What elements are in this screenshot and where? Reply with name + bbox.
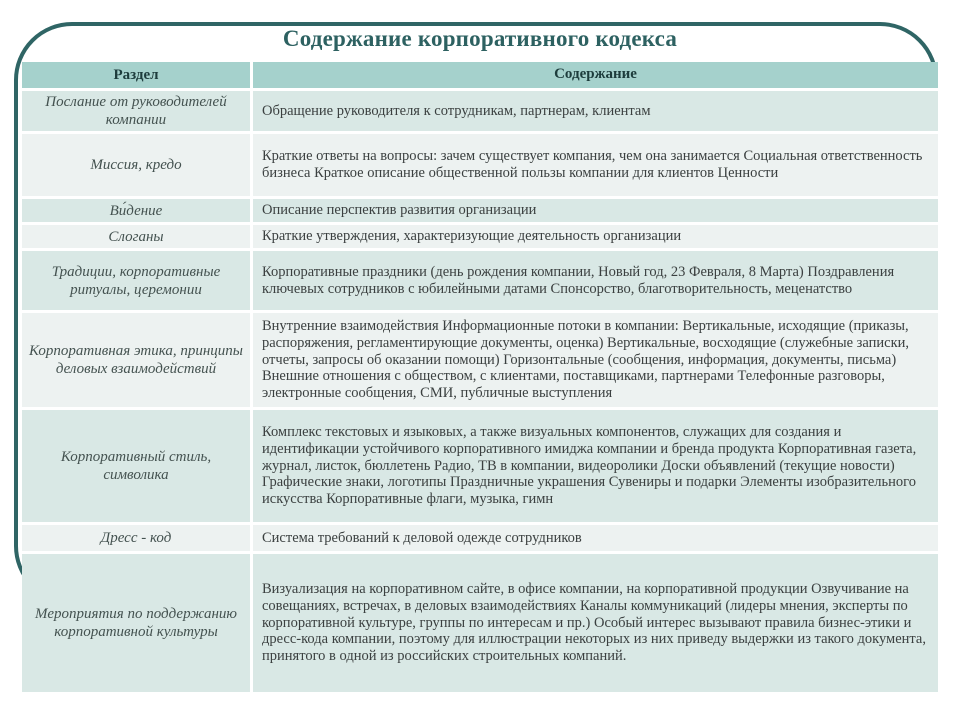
table-row: Мероприятия по поддержанию корпоративной… — [22, 554, 938, 692]
table-row: Традиции, корпоративные ритуалы, церемон… — [22, 251, 938, 310]
table-row: Ви́дение Описание перспектив развития ор… — [22, 199, 938, 222]
section-cell: Традиции, корпоративные ритуалы, церемон… — [22, 251, 250, 310]
table-header-row: Раздел Содержание — [22, 62, 938, 88]
header-content: Содержание — [253, 62, 938, 88]
corporate-code-table: Раздел Содержание Послание от руководите… — [22, 62, 938, 692]
section-cell: Миссия, кредо — [22, 134, 250, 196]
header-section: Раздел — [22, 62, 250, 88]
section-cell: Мероприятия по поддержанию корпоративной… — [22, 554, 250, 692]
content-cell: Краткие утверждения, характеризующие дея… — [253, 225, 938, 248]
content-cell: Внутренние взаимодействия Информационные… — [253, 313, 938, 407]
page-title: Содержание корпоративного кодекса — [282, 26, 678, 51]
content-cell: Система требований к деловой одежде сотр… — [253, 525, 938, 551]
content-cell: Описание перспектив развития организации — [253, 199, 938, 222]
section-cell: Послание от руководителей компании — [22, 91, 250, 131]
content-cell: Обращение руководителя к сотрудникам, па… — [253, 91, 938, 131]
table-row: Дресс - код Система требований к деловой… — [22, 525, 938, 551]
section-cell: Дресс - код — [22, 525, 250, 551]
section-cell: Ви́дение — [22, 199, 250, 222]
table-row: Слоганы Краткие утверждения, характеризу… — [22, 225, 938, 248]
section-cell: Корпоративный стиль, символика — [22, 410, 250, 522]
table-row: Корпоративная этика, принципы деловых вз… — [22, 313, 938, 407]
content-cell: Корпоративные праздники (день рождения к… — [253, 251, 938, 310]
content-cell: Визуализация на корпоративном сайте, в о… — [253, 554, 938, 692]
section-cell: Корпоративная этика, принципы деловых вз… — [22, 313, 250, 407]
table-row: Послание от руководителей компании Обращ… — [22, 91, 938, 131]
table-row: Миссия, кредо Краткие ответы на вопросы:… — [22, 134, 938, 196]
table-row: Корпоративный стиль, символика Комплекс … — [22, 410, 938, 522]
content-cell: Комплекс текстовых и языковых, а также в… — [253, 410, 938, 522]
content-cell: Краткие ответы на вопросы: зачем существ… — [253, 134, 938, 196]
section-cell: Слоганы — [22, 225, 250, 248]
